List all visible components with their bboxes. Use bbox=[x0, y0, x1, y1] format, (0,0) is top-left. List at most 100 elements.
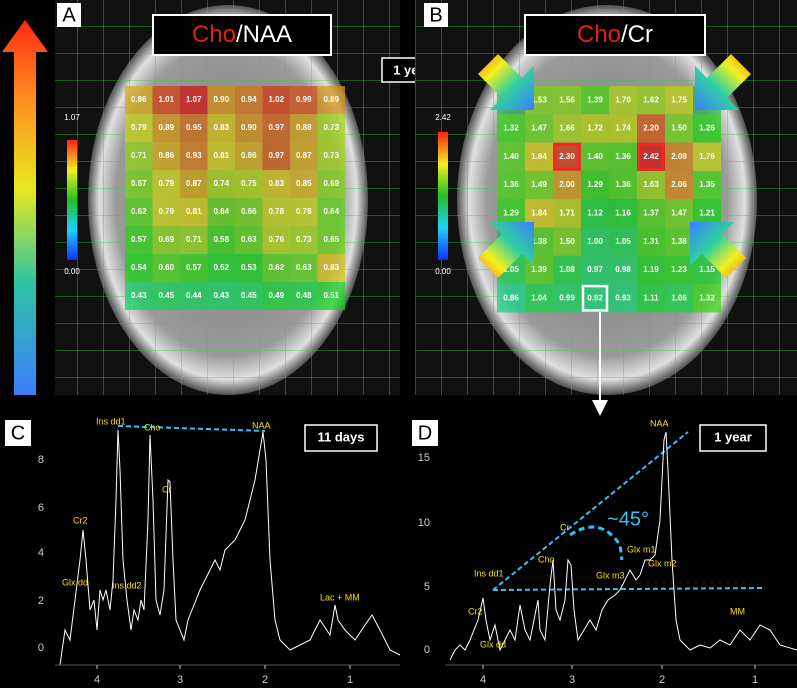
grid-cell bbox=[235, 198, 263, 226]
cell-highlight bbox=[553, 143, 581, 171]
cell-value: 0.64 bbox=[323, 207, 339, 216]
cell-value: 2.08 bbox=[671, 152, 687, 161]
cell-value: 1.75 bbox=[671, 95, 687, 104]
y-tick-label: 10 bbox=[418, 517, 430, 529]
grid-cell bbox=[665, 86, 693, 115]
grid-cell bbox=[581, 255, 609, 285]
cell-value: 0.65 bbox=[323, 235, 339, 244]
label-box bbox=[57, 3, 81, 27]
grid-cell bbox=[317, 170, 345, 198]
cell-value: 1.39 bbox=[587, 95, 603, 104]
grid-cell bbox=[180, 142, 208, 170]
cell-value: 0.54 bbox=[131, 263, 147, 272]
grid-cell bbox=[125, 114, 153, 142]
cell-value: 0.99 bbox=[559, 293, 575, 302]
cell-value: 0.97 bbox=[268, 123, 284, 132]
grid-cell bbox=[581, 199, 609, 228]
y-tick-label: 5 bbox=[424, 581, 430, 593]
cell-value: 0.63 bbox=[241, 235, 257, 244]
grid-cell bbox=[497, 170, 525, 200]
grid-cell bbox=[152, 142, 180, 170]
x-tick-label: 4 bbox=[480, 674, 486, 686]
grid-cell bbox=[317, 282, 345, 310]
spectrum bbox=[449, 431, 797, 661]
grid-cell bbox=[637, 255, 665, 285]
peak-label: Cr bbox=[560, 522, 570, 532]
y-tick-label: 0 bbox=[424, 644, 430, 656]
cell-value: 1.38 bbox=[531, 237, 547, 246]
title-rest: /Cr bbox=[621, 21, 653, 48]
grid-cell bbox=[609, 86, 637, 115]
cell-value: 0.73 bbox=[296, 235, 312, 244]
grid-cell bbox=[262, 198, 290, 226]
grid-cell bbox=[152, 226, 180, 254]
cell-value: 1.19 bbox=[643, 265, 659, 274]
grid-cell bbox=[497, 142, 525, 171]
cell-value: 0.75 bbox=[241, 179, 257, 188]
corner-arrow bbox=[690, 222, 746, 278]
x-tick-label: 3 bbox=[569, 674, 575, 686]
cell-value: 1.40 bbox=[587, 152, 603, 161]
cell-value: 0.73 bbox=[323, 151, 339, 160]
cell-value: 0.98 bbox=[615, 265, 631, 274]
grid-cell bbox=[665, 227, 693, 256]
grid-cell bbox=[609, 142, 637, 171]
grid-cell bbox=[125, 142, 153, 170]
title-highlight: Cho bbox=[577, 21, 621, 48]
badge-text: 1 year bbox=[714, 429, 752, 444]
title-box bbox=[152, 14, 332, 56]
cell-value: 1.47 bbox=[531, 124, 547, 133]
cell-value: 0.73 bbox=[323, 123, 339, 132]
cell-value: 1.37 bbox=[643, 208, 659, 217]
grid-cell bbox=[180, 114, 208, 142]
grid-cell bbox=[609, 284, 637, 313]
grid-cell bbox=[693, 142, 721, 171]
label-box bbox=[424, 3, 448, 27]
slope-line bbox=[492, 431, 689, 591]
grid-cell bbox=[180, 254, 208, 282]
grid-cell bbox=[152, 254, 180, 282]
cell-value: 1.50 bbox=[671, 124, 687, 133]
grid-cell bbox=[125, 198, 153, 226]
grid-cell bbox=[553, 86, 581, 115]
cell-value: 0.78 bbox=[268, 207, 284, 216]
grid-cell bbox=[262, 142, 290, 170]
cell-value: 0.90 bbox=[241, 123, 257, 132]
cell-value: 1.05 bbox=[615, 237, 631, 246]
cell-value: 0.81 bbox=[186, 207, 202, 216]
cell-value: 0.86 bbox=[158, 151, 174, 160]
spectrum bbox=[59, 429, 401, 666]
cell-value: 1.29 bbox=[503, 208, 519, 217]
cell-value: 0.45 bbox=[241, 291, 257, 300]
grid-cell bbox=[180, 282, 208, 310]
cell-value: 0.60 bbox=[158, 263, 174, 272]
cell-value: 0.44 bbox=[186, 291, 202, 300]
cell-value: 1.53 bbox=[531, 95, 547, 104]
grid-cell bbox=[637, 142, 665, 171]
grid-cell bbox=[497, 284, 525, 313]
grid-cell bbox=[553, 170, 581, 200]
cell-value: 1.07 bbox=[186, 95, 202, 104]
cell-value: 0.86 bbox=[241, 151, 257, 160]
grid-cell bbox=[693, 114, 721, 143]
peak-label: Cr2 bbox=[468, 606, 483, 616]
cell-value: 0.58 bbox=[213, 235, 229, 244]
cell-value: 1.38 bbox=[671, 237, 687, 246]
grid-cell bbox=[125, 170, 153, 198]
cell-value: 0.62 bbox=[131, 207, 147, 216]
title-box bbox=[524, 14, 706, 56]
grid-cell bbox=[581, 86, 609, 115]
colorbar-min: 0.00 bbox=[64, 267, 80, 276]
grid-cell bbox=[553, 255, 581, 285]
grid-cell bbox=[235, 170, 263, 198]
cell-value: 1.29 bbox=[587, 180, 603, 189]
grid-cell bbox=[180, 86, 208, 114]
grid-cell bbox=[235, 86, 263, 114]
y-tick-label: 15 bbox=[418, 452, 430, 464]
badge bbox=[699, 424, 767, 452]
cell-value: 1.36 bbox=[615, 180, 631, 189]
grid-cell bbox=[609, 227, 637, 256]
cell-value: 2.00 bbox=[559, 180, 575, 189]
grid-cell bbox=[637, 170, 665, 200]
